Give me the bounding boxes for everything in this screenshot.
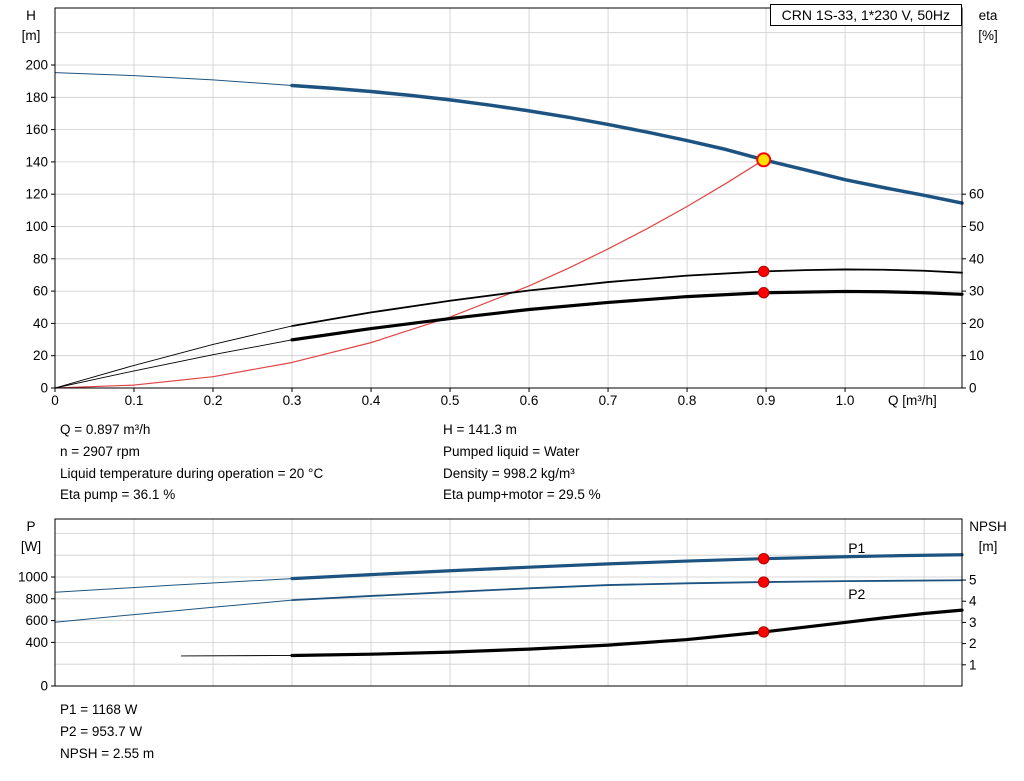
p1-curve-low-flow xyxy=(54,578,293,593)
x-tick-label: 0.3 xyxy=(283,393,302,408)
p2-curve-low-flow xyxy=(54,599,293,623)
y-right-tick-label: 50 xyxy=(969,219,984,234)
curve-label-p2: P2 xyxy=(848,586,865,602)
y-left-axis-unit: [m] xyxy=(22,28,41,43)
info-line-flow: Q = 0.897 m³/h xyxy=(60,422,151,437)
info-line-eta-pump: Eta pump = 36.1 % xyxy=(60,487,176,503)
y-left-tick-label: 200 xyxy=(25,58,48,73)
x-tick-label: 0 xyxy=(51,393,59,408)
duty-info-left-column: Q = 0.897 m³/h n = 2907 rpm Liquid tempe… xyxy=(60,419,443,506)
info-line-liquid-temperature: Liquid temperature during operation = 20… xyxy=(60,465,324,481)
y-left-tick-label: 800 xyxy=(25,591,48,606)
info-line-head: H = 141.3 m xyxy=(443,422,517,437)
y-right-tick-label: 40 xyxy=(969,251,984,266)
eta-pump-motor-marker xyxy=(757,287,770,299)
y-left-tick-label: 1000 xyxy=(18,569,48,584)
y-right-tick-label: 1 xyxy=(969,657,977,672)
plot-border xyxy=(54,518,963,687)
y-right-axis-unit: [%] xyxy=(978,28,998,43)
y-left-tick-label: 180 xyxy=(25,90,48,105)
x-tick-label: 0.5 xyxy=(441,393,460,408)
y-right-tick-label: 4 xyxy=(969,594,977,609)
y-right-axis-name: eta xyxy=(979,8,998,23)
eta-pump-motor-curve-low-flow xyxy=(54,339,293,389)
y-left-tick-label: 0 xyxy=(40,381,48,396)
curve-label-p1: P1 xyxy=(848,540,865,556)
info-line-pumped-liquid: Pumped liquid = Water xyxy=(443,443,580,459)
y-right-tick-label: 2 xyxy=(969,636,977,651)
info-line-npsh: NPSH = 2.55 m xyxy=(60,745,155,761)
y-left-axis-name: P xyxy=(26,519,35,534)
info-line-speed: n = 2907 rpm xyxy=(60,443,140,459)
y-right-axis-name: NPSH xyxy=(969,519,1007,534)
y-right-tick-label: 0 xyxy=(969,381,977,396)
info-line-density: Density = 998.2 kg/m³ xyxy=(443,465,575,481)
y-left-tick-label: 400 xyxy=(25,635,48,650)
x-tick-label: 0.4 xyxy=(362,393,381,408)
head-curve xyxy=(290,83,964,205)
pump-title-box: CRN 1S-33, 1*230 V, 50Hz xyxy=(769,4,962,26)
y-left-tick-label: 80 xyxy=(33,251,48,266)
eta-pump-marker xyxy=(757,265,770,278)
info-line-p2: P2 = 953.7 W xyxy=(60,723,143,739)
eta-pump-curve xyxy=(291,268,963,327)
y-left-tick-label: 120 xyxy=(25,187,48,202)
duty-info-right-column: H = 141.3 m Pumped liquid = Water Densit… xyxy=(443,419,601,506)
y-left-tick-label: 60 xyxy=(33,284,48,299)
duty-point-info-block: Q = 0.897 m³/h n = 2907 rpm Liquid tempe… xyxy=(60,419,601,506)
x-axis-unit-label: Q [m³/h] xyxy=(888,393,937,408)
eta-pump-curve-low-flow xyxy=(54,325,293,389)
plot-border xyxy=(54,7,963,389)
x-tick-label: 0.8 xyxy=(678,393,697,408)
head-curve-low-flow xyxy=(54,72,293,87)
x-tick-label: 0.2 xyxy=(204,393,223,408)
y-left-tick-label: 160 xyxy=(25,122,48,137)
npsh-curve xyxy=(290,608,964,658)
npsh-marker xyxy=(757,626,770,638)
y-right-tick-label: 10 xyxy=(969,348,984,363)
y-right-tick-label: 5 xyxy=(969,573,977,588)
x-tick-label: 1.0 xyxy=(836,393,855,408)
power-npsh-chart: 0 400 600 800 1000 1 2 3 4 5 P [W] NPSH [m] P1 P2 xyxy=(18,518,1007,694)
pump-title: CRN 1S-33, 1*230 V, 50Hz xyxy=(781,7,950,23)
y-left-tick-label: 140 xyxy=(25,154,48,169)
duty-point-marker xyxy=(756,152,772,168)
x-tick-label: 0.6 xyxy=(520,393,539,408)
info-line-eta-pump-motor: Eta pump+motor = 29.5 % xyxy=(443,487,601,503)
y-left-tick-label: 40 xyxy=(33,316,48,331)
p1-marker xyxy=(757,552,770,565)
y-left-tick-label: 20 xyxy=(33,348,48,363)
y-right-tick-label: 3 xyxy=(969,615,977,630)
y-left-tick-label: 0 xyxy=(40,679,48,694)
power-npsh-info-block: P1 = 1168 W P2 = 953.7 W NPSH = 2.55 m xyxy=(60,699,154,764)
eta-pump-motor-curve xyxy=(290,289,964,342)
y-right-axis-unit: [m] xyxy=(979,539,998,554)
y-right-tick-label: 20 xyxy=(969,316,984,331)
y-left-axis-name: H xyxy=(26,8,36,23)
system-curve xyxy=(54,159,765,389)
hq-eta-chart: 0 20 40 60 80 100 120 140 160 180 200 0 10 20 30 40 50 60… xyxy=(22,7,998,408)
p2-marker xyxy=(757,576,770,588)
y-right-tick-label: 30 xyxy=(969,284,984,299)
y-left-axis-unit: [W] xyxy=(21,539,41,554)
y-left-tick-label: 600 xyxy=(25,613,48,628)
info-line-p1: P1 = 1168 W xyxy=(60,702,138,717)
y-left-tick-label: 100 xyxy=(25,219,48,234)
x-tick-label: 0.9 xyxy=(757,393,776,408)
p2-curve xyxy=(291,579,963,601)
p1-curve xyxy=(290,553,964,581)
y-right-tick-label: 60 xyxy=(969,187,984,202)
x-tick-label: 0.1 xyxy=(125,393,144,408)
x-tick-label: 0.7 xyxy=(599,393,618,408)
